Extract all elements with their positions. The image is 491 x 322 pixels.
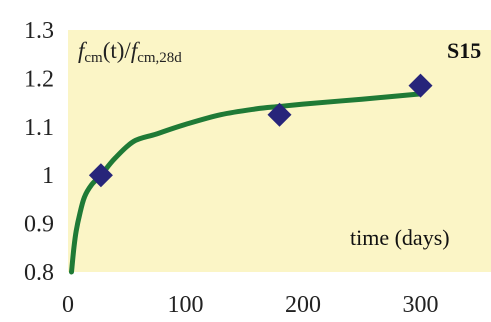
- x-tick-label: 200: [285, 292, 321, 318]
- x-tick-label: 0: [62, 292, 74, 318]
- x-tick-labels: 0 100 200 300: [62, 292, 439, 318]
- y-tick-label: 1: [42, 163, 54, 189]
- ylabel-sub2: cm,28d: [137, 50, 182, 66]
- measured-points: [88, 73, 433, 188]
- data-point-marker: [88, 163, 113, 188]
- ylabel-f2: f: [131, 38, 141, 63]
- y-tick-label: 1.1: [24, 115, 54, 141]
- ylabel-sub1: cm: [84, 50, 103, 66]
- data-point-marker: [408, 73, 433, 98]
- x-tick-label: 300: [403, 292, 439, 318]
- y-tick-label: 1.2: [24, 66, 54, 92]
- ylabel-mid: (t)/: [103, 38, 132, 63]
- y-axis-label: fcm(t)/fcm,28d: [78, 38, 182, 66]
- data-point-marker: [267, 102, 292, 127]
- y-tick-label: 0.8: [24, 260, 54, 286]
- x-axis-label: time (days): [350, 225, 450, 250]
- x-tick-label: 100: [168, 292, 204, 318]
- ylabel-f1: f: [78, 38, 88, 63]
- y-tick-label: 1.3: [24, 18, 54, 44]
- fitted-curve-line: [69, 91, 423, 275]
- y-tick-label: 0.9: [24, 212, 54, 238]
- y-tick-labels: 0.8 0.9 1 1.1 1.2 1.3: [24, 18, 54, 286]
- plot-area: [68, 30, 491, 272]
- series-label: S15: [447, 38, 481, 63]
